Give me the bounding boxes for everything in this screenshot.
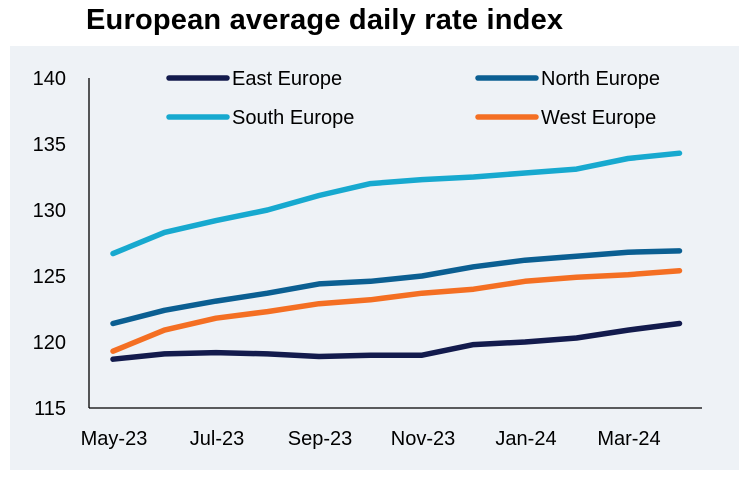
x-axis-ticks: May-23 Jul-23 Sep-23 Nov-23 Jan-24 Mar-24 bbox=[81, 428, 661, 450]
legend-item-west-europe: West Europe bbox=[475, 107, 656, 129]
y-tick-label: 130 bbox=[33, 200, 66, 222]
x-tick-label: May-23 bbox=[81, 428, 148, 450]
series-line-west-europe bbox=[110, 267, 683, 354]
y-tick-label: 115 bbox=[34, 398, 66, 420]
x-tick-label: Mar-24 bbox=[597, 428, 660, 450]
series-line-east-europe bbox=[110, 320, 683, 362]
legend-label: East Europe bbox=[232, 68, 342, 90]
legend-label: South Europe bbox=[232, 107, 354, 129]
x-tick-label: Nov-23 bbox=[391, 428, 455, 450]
y-tick-label: 125 bbox=[33, 266, 66, 288]
chart-title: European average daily rate index bbox=[86, 4, 564, 36]
y-tick-label: 120 bbox=[33, 332, 66, 354]
y-axis-ticks: 140 135 130 125 120 115 bbox=[33, 68, 66, 420]
series-lines bbox=[110, 150, 683, 362]
x-tick-label: Sep-23 bbox=[288, 428, 353, 450]
legend: East Europe North Europe South Europe West … bbox=[166, 68, 660, 129]
legend-label: West Europe bbox=[541, 107, 656, 129]
legend-item-south-europe: South Europe bbox=[166, 107, 354, 129]
y-tick-label: 135 bbox=[33, 134, 66, 156]
x-tick-label: Jan-24 bbox=[495, 428, 556, 450]
chart-axes bbox=[88, 78, 702, 409]
legend-item-east-europe: East Europe bbox=[166, 68, 342, 90]
x-tick-label: Jul-23 bbox=[190, 428, 244, 450]
series-line-south-europe bbox=[110, 150, 683, 257]
legend-item-north-europe: North Europe bbox=[475, 68, 660, 90]
y-tick-label: 140 bbox=[33, 68, 66, 90]
chart-panel bbox=[10, 46, 739, 470]
series-line-north-europe bbox=[110, 248, 683, 327]
legend-label: North Europe bbox=[541, 68, 660, 90]
